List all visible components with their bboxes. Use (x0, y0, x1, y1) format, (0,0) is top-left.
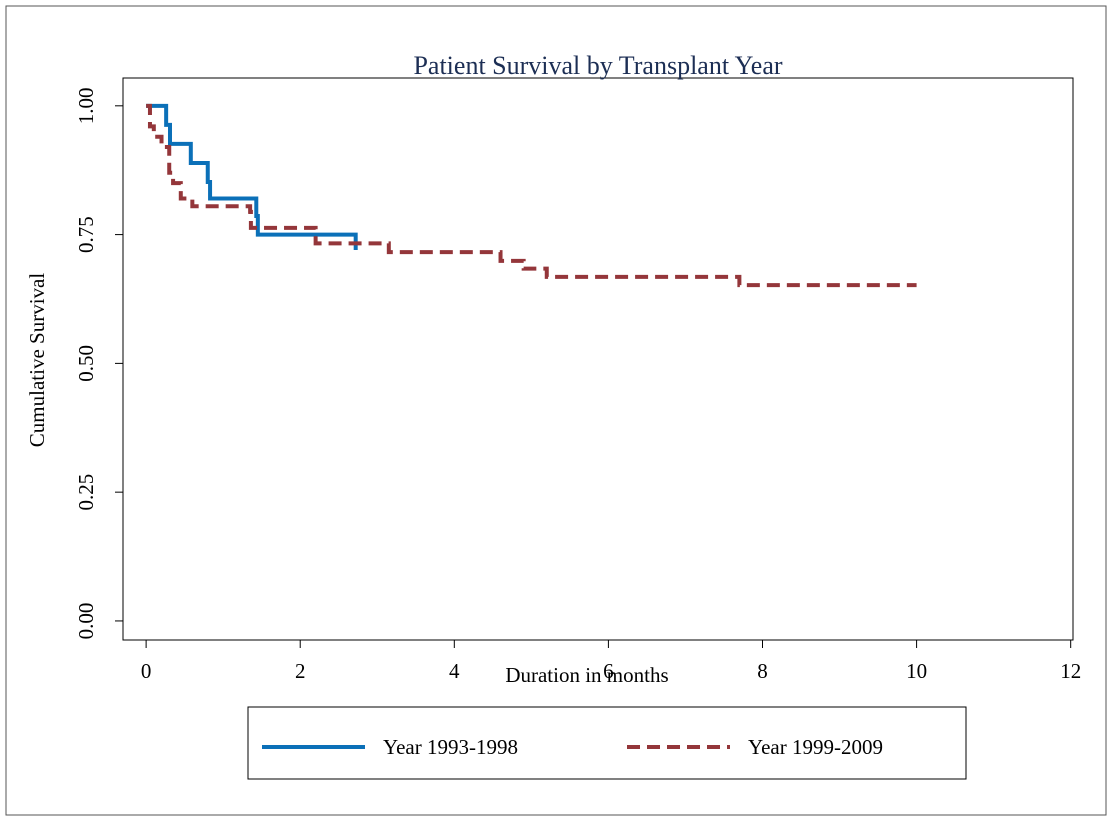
survival-line (146, 103, 358, 251)
x-tick-label: 2 (295, 659, 306, 683)
y-tick-label: 0.50 (74, 345, 98, 382)
legend-label: Year 1993-1998 (383, 735, 518, 759)
y-tick-label: 0.75 (74, 216, 98, 253)
chart-title: Patient Survival by Transplant Year (413, 51, 782, 80)
y-tick-label: 0.00 (74, 603, 98, 640)
survival-line (146, 103, 917, 288)
plot-frame (122, 77, 1074, 641)
y-tick-label: 0.25 (74, 474, 98, 511)
x-tick-label: 8 (757, 659, 768, 683)
y-tick-label: 1.00 (74, 87, 98, 124)
y-axis-label: Cumulative Survival (25, 273, 49, 448)
x-tick-label: 6 (603, 659, 614, 683)
x-tick-label: 10 (906, 659, 927, 683)
x-tick-label: 4 (449, 659, 460, 683)
x-tick-label: 12 (1060, 659, 1081, 683)
x-axis-label: Duration in months (505, 663, 668, 687)
x-tick-label: 0 (141, 659, 152, 683)
legend-label: Year 1999-2009 (748, 735, 883, 759)
legend-box (247, 706, 967, 780)
